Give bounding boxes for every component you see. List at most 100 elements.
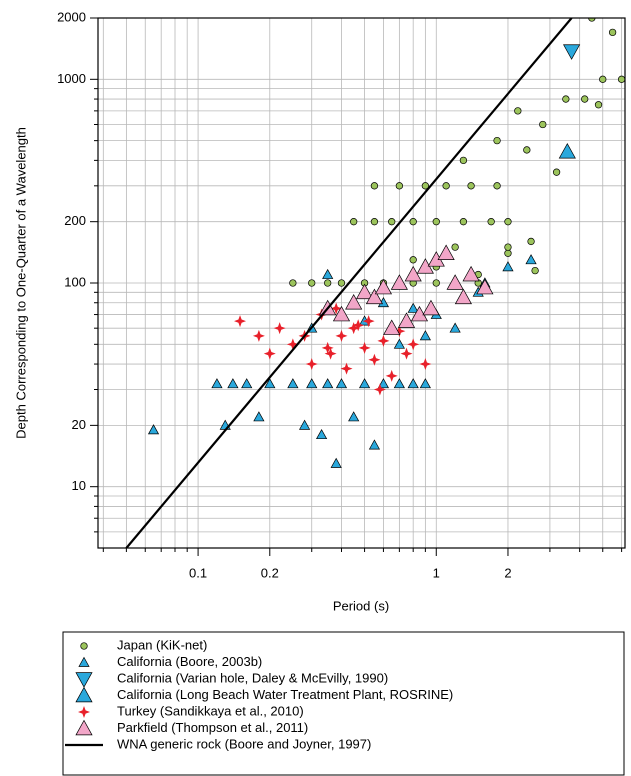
point [493,136,501,145]
point [608,28,617,37]
point [514,107,522,115]
point [449,322,461,333]
point [347,322,360,335]
x-axis-label: Period (s) [333,598,389,613]
point [377,378,390,389]
point [337,279,346,287]
point [335,378,348,389]
point [322,378,334,389]
legend-marker [75,672,93,688]
point [527,237,535,246]
point [350,218,358,226]
point [451,243,459,251]
point [493,182,501,190]
point [330,457,342,468]
point [332,305,351,322]
point [377,334,390,347]
point [432,218,440,226]
legend: Japan (KiK-net) California (Boore, 2003b)… [65,637,453,751]
point [397,312,416,328]
point [407,302,419,313]
point [504,218,512,226]
point [454,288,473,305]
point [409,218,417,226]
x-tick-label: 1 [433,565,440,580]
point [581,95,589,103]
point [459,156,468,165]
point [227,378,239,389]
point [335,329,348,342]
legend-label: California (Boore, 2003b) [117,654,262,669]
point [539,120,547,129]
point [531,266,539,275]
point [340,362,353,375]
point [442,182,450,190]
point [362,315,375,328]
legend-label: Japan (KiK-net) [117,637,207,652]
point [365,288,384,305]
point [306,378,318,389]
point [393,325,406,338]
legend-label: Parkfield (Thompson et al., 2011) [117,720,308,735]
point [324,279,332,287]
point [407,338,420,351]
point [330,302,343,315]
point [395,182,404,190]
point [234,315,247,328]
point [289,279,297,287]
point [308,279,316,287]
y-tick-label: 20 [72,417,86,432]
point [352,319,365,332]
point [400,347,413,360]
point [370,218,379,226]
point [388,218,396,226]
point [368,439,381,450]
point [287,378,299,389]
point [446,274,464,290]
point [422,299,440,316]
point [147,424,160,435]
point [298,419,311,430]
point [385,369,398,382]
legend-label: California (Long Beach Water Treatment P… [117,687,453,702]
point [273,322,286,335]
legend-marker [75,686,93,703]
point [355,283,374,300]
point [264,378,276,389]
point [467,182,475,190]
point [305,358,318,371]
point [393,338,405,349]
point [358,341,371,354]
y-tick-label: 10 [72,478,86,493]
point [523,146,531,154]
y-tick-label: 200 [64,213,86,228]
point [487,218,495,226]
point [437,244,455,260]
x-tick-label: 0.2 [261,565,279,580]
legend-label: Turkey (Sandikkaya et al., 2010) [117,703,304,718]
point [324,347,337,360]
point [617,75,625,83]
point [594,101,603,109]
y-axis-label: Depth Corresponding to One-Quarter of a … [13,127,28,439]
point [252,329,265,342]
point [504,249,512,257]
legend-marker [78,656,90,667]
point [390,274,408,290]
x-tick-label: 2 [504,565,511,580]
point [588,18,596,22]
point [321,341,334,354]
x-tick-label: 0.1 [189,565,207,580]
legend-label: WNA generic rock (Boore and Joyner, 1997… [117,736,371,751]
point [525,254,537,265]
point [370,182,379,190]
point [407,378,419,389]
point [368,353,381,366]
point [286,338,299,351]
point [404,265,422,282]
point [562,95,570,103]
point [345,294,363,310]
point [421,182,430,190]
point [373,383,386,396]
